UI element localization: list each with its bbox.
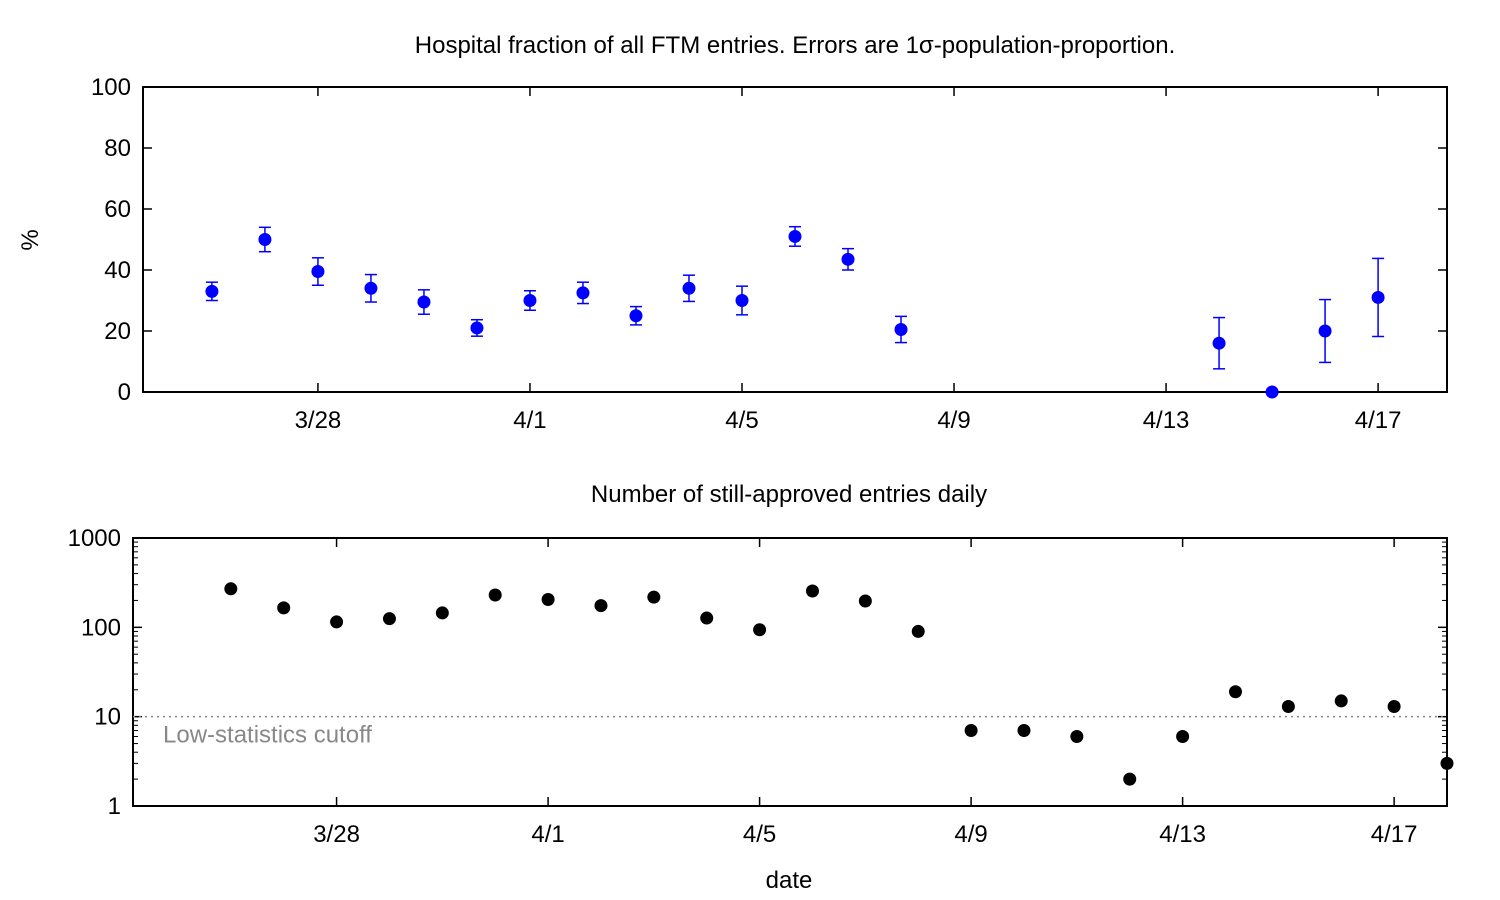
chart-title-daily-entries: Number of still-approved entries daily [591,481,987,508]
data-point [647,590,661,604]
data-point [1017,724,1031,738]
data-point [1212,336,1226,350]
data-point [1123,772,1137,786]
y-tick-label: 100 [81,614,121,641]
data-point [1228,685,1242,699]
y-tick-label: 100 [91,74,131,101]
data-point [224,582,238,596]
data-point [911,624,925,638]
data-point [964,724,978,738]
data-point [682,281,696,295]
data-point [805,584,819,598]
data-point [1265,385,1279,399]
x-tick-label: 4/9 [937,407,970,434]
data-point [1334,694,1348,708]
y-tick-label: 40 [104,257,131,284]
data-point [541,592,555,606]
data-point [382,612,396,626]
axes: 3/28 4/1 4/5 4/9 4/13 4/17 0 20 40 60 80 100 [91,74,1448,434]
data-point [700,611,714,625]
data-point [788,229,802,243]
x-tick-label: 4/17 [1355,407,1402,434]
data-point [435,606,449,620]
data-point [841,252,855,266]
x-axis-label-date: date [766,867,813,894]
daily-entries-chart: Number of still-approved entries daily d… [68,481,1454,894]
x-tick-label: 4/9 [954,821,987,848]
x-tick-label: 4/5 [743,821,776,848]
plot-frame [132,537,1448,807]
axes: 3/28 4/1 4/5 4/9 4/13 4/17 1 10 100 1000 Low-stati… [68,525,1448,848]
data-point [205,284,219,298]
data-point [1318,324,1332,338]
y-tick-label: 60 [104,196,131,223]
data-point [735,294,749,307]
data-point [330,615,344,629]
data-point [594,599,608,613]
chart-title-hospital-fraction: Hospital fraction of all FTM entries. Er… [415,32,1175,59]
data-points [205,225,1385,399]
x-tick-label: 4/13 [1143,407,1190,434]
y-tick-label: 10 [94,704,121,731]
x-tick-label: 4/5 [725,407,758,434]
x-tick-label: 4/1 [531,821,564,848]
data-point [1070,729,1084,743]
x-tick-label: 3/28 [295,407,342,434]
data-point [1440,756,1454,770]
data-point [1176,729,1190,743]
x-tick-label: 4/17 [1371,821,1418,848]
data-point [364,281,378,295]
data-point [858,594,872,608]
data-point [894,322,908,336]
y-axis-label-percent: % [17,229,44,250]
x-tick-label: 4/1 [513,407,546,434]
y-tick-label: 80 [104,135,131,162]
data-point [277,601,291,615]
y-tick-label: 0 [118,379,131,406]
data-point [258,233,272,246]
y-tick-label: 20 [104,318,131,345]
data-point [1387,699,1401,713]
y-tick-label: 1 [108,793,121,820]
y-tick-label: 1000 [68,525,121,552]
x-tick-label: 4/13 [1159,821,1206,848]
data-point [311,265,325,279]
data-point [470,321,484,335]
cutoff-label: Low-statistics cutoff [163,722,372,749]
hospital-fraction-chart: Hospital fraction of all FTM entries. Er… [17,32,1448,434]
x-tick-label: 3/28 [313,821,360,848]
plot-frame [142,86,1448,393]
data-point [1371,290,1385,304]
data-point [1281,699,1295,713]
data-point [523,294,537,307]
data-point [576,286,590,300]
data-point [629,309,643,323]
data-point [417,295,431,309]
data-point [488,588,502,602]
data-points [224,582,1454,786]
data-point [753,623,767,637]
